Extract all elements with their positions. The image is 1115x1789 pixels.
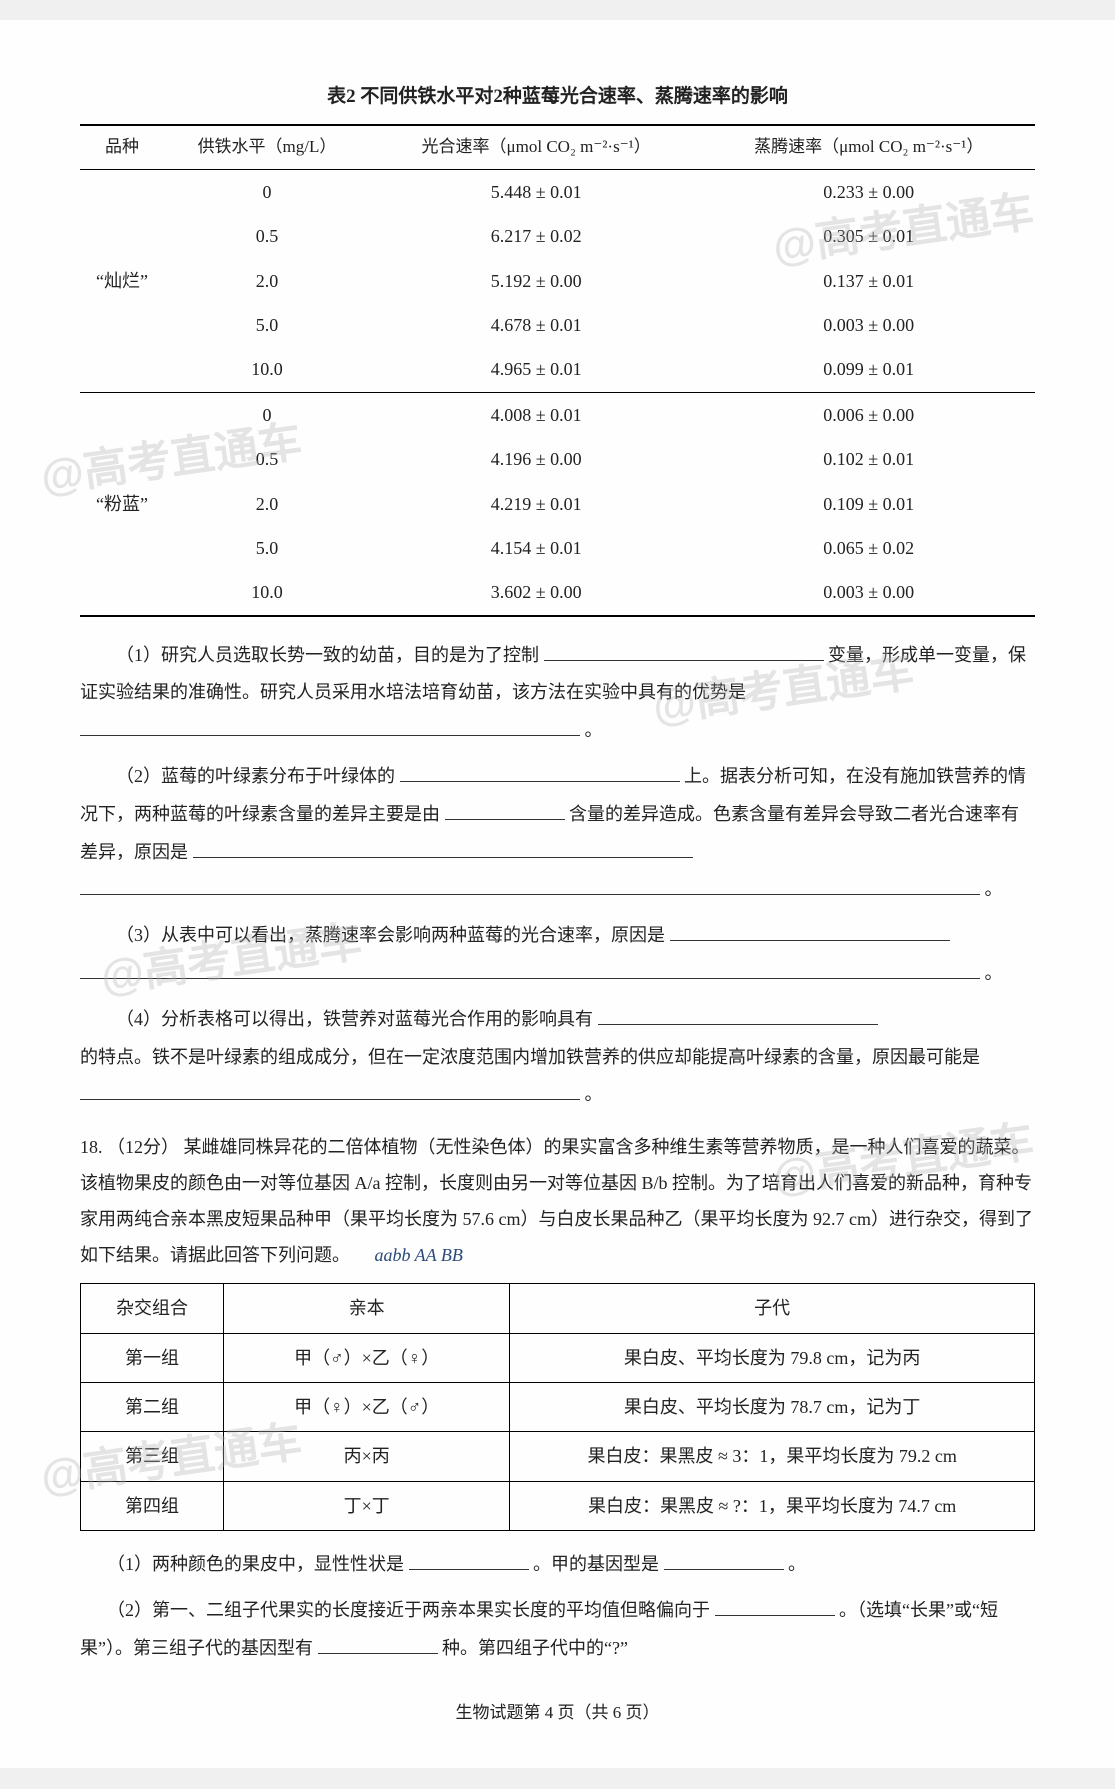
cross-group: 第二组 [81,1383,224,1432]
table-cell: 6.217 ± 0.02 [370,214,703,258]
q1-end: 。 [585,720,603,740]
cross-offspring: 果白皮：果黑皮 ≈ 3：1，果平均长度为 79.2 cm [510,1432,1035,1481]
table-cell: 2.0 [164,482,370,526]
q4: （4）分析表格可以得出，铁营养对蓝莓光合作用的影响具有 的特点。铁不是叶绿素的组… [80,1001,1035,1114]
q4-p1: （4）分析表格可以得出，铁营养对蓝莓光合作用的影响具有 [116,1009,593,1029]
blank [598,1003,878,1025]
table-cell: 10.0 [164,570,370,615]
q18-sub1-p2: 。甲的基因型是 [533,1554,659,1574]
q1-p1: （1）研究人员选取长势一致的幼苗，目的是为了控制 [116,645,539,665]
q3-p1: （3）从表中可以看出，蒸腾速率会影响两种蓝莓的光合速率，原因是 [116,925,665,945]
blank [193,836,693,858]
cross-parents: 丙×丙 [224,1432,510,1481]
cross-parents: 甲（♂）×乙（♀） [224,1333,510,1382]
th-offspring: 子代 [510,1284,1035,1333]
table-cell: 0.102 ± 0.01 [702,437,1035,481]
table-cell: 3.602 ± 0.00 [370,570,703,615]
q2: （2）蓝莓的叶绿素分布于叶绿体的 上。据表分析可知，在没有施加铁营养的情况下，两… [80,758,1035,909]
cross-group: 第三组 [81,1432,224,1481]
table-cell: 0.003 ± 0.00 [702,570,1035,615]
q3-end: 。 [985,963,1003,983]
q4-end: 。 [585,1084,603,1104]
q18-number: 18. [80,1137,103,1157]
table2-title: 表2 不同供铁水平对2种蓝莓光合速率、蒸腾速率的影响 [80,80,1035,114]
table-cell: 5.192 ± 0.00 [370,259,703,303]
q2-end: 。 [985,879,1003,899]
q18-sub2-p3: 种。第四组子代中的“?” [442,1638,628,1658]
th-variety: 品种 [80,125,164,169]
q18-sub2: （2）第一、二组子代果实的长度接近于两亲本果实长度的平均值但略偏向于 。（选填“… [80,1592,1035,1668]
table-cell: 0.5 [164,437,370,481]
cross-parents: 丁×丁 [224,1481,510,1530]
q4-p2: 的特点。铁不是叶绿素的组成成分，但在一定浓度范围内增加铁营养的供应却能提高叶绿素… [80,1047,980,1067]
table-cell: 0.003 ± 0.00 [702,303,1035,347]
table-cell: 4.219 ± 0.01 [370,482,703,526]
q18-sub1-p1: （1）两种颜色的果皮中，显性性状是 [107,1554,404,1574]
blank [664,1549,784,1571]
blank [409,1549,529,1571]
table-cell: 10.0 [164,347,370,392]
variety-name: “灿烂” [80,169,164,392]
th-parents: 亲本 [224,1284,510,1333]
blank [80,1079,580,1101]
table-cell: 5.0 [164,303,370,347]
cross-offspring: 果白皮、平均长度为 78.7 cm，记为丁 [510,1383,1035,1432]
q18-sub1: （1）两种颜色的果皮中，显性性状是 。甲的基因型是 。 [107,1546,1035,1584]
table-cell: 0 [164,392,370,437]
table-cell: 0 [164,169,370,214]
th-photo: 光合速率（μmol CO₂ m⁻²·s⁻¹） [370,125,703,169]
cross-group: 第四组 [81,1481,224,1530]
cross-offspring: 果白皮：果黑皮 ≈ ?：1，果平均长度为 74.7 cm [510,1481,1035,1530]
table-cell: 0.137 ± 0.01 [702,259,1035,303]
table-cell: 4.678 ± 0.01 [370,303,703,347]
table-cell: 0.109 ± 0.01 [702,482,1035,526]
variety-name: “粉蓝” [80,392,164,615]
blank [318,1632,438,1654]
q1: （1）研究人员选取长势一致的幼苗，目的是为了控制 变量，形成单一变量，保证实验结… [80,637,1035,750]
table-cell: 5.448 ± 0.01 [370,169,703,214]
blank [544,639,824,661]
table2: 品种 供铁水平（mg/L） 光合速率（μmol CO₂ m⁻²·s⁻¹） 蒸腾速… [80,124,1035,617]
blank [80,715,580,737]
cross-table: 杂交组合 亲本 子代 第一组甲（♂）×乙（♀）果白皮、平均长度为 79.8 cm… [80,1283,1035,1531]
blank [445,798,565,820]
table-cell: 4.196 ± 0.00 [370,437,703,481]
table-cell: 0.006 ± 0.00 [702,392,1035,437]
table-cell: 2.0 [164,259,370,303]
th-trans: 蒸腾速率（μmol CO₂ m⁻²·s⁻¹） [702,125,1035,169]
q18: 18. （12分） 某雌雄同株异花的二倍体植物（无性染色体）的果实富含多种维生素… [80,1129,1035,1273]
q18-sub1-end: 。 [788,1554,806,1574]
blank [715,1594,835,1616]
table-cell: 0.065 ± 0.02 [702,526,1035,570]
table-cell: 5.0 [164,526,370,570]
q3: （3）从表中可以看出，蒸腾速率会影响两种蓝莓的光合速率，原因是 。 [80,917,1035,993]
blank [80,874,980,896]
q18-intro-text: 某雌雄同株异花的二倍体植物（无性染色体）的果实富含多种维生素等营养物质，是一种人… [80,1137,1033,1265]
th-group: 杂交组合 [81,1284,224,1333]
table-cell: 0.305 ± 0.01 [702,214,1035,258]
table-cell: 0.233 ± 0.00 [702,169,1035,214]
table-cell: 4.154 ± 0.01 [370,526,703,570]
q18-sub2-p1: （2）第一、二组子代果实的长度接近于两亲本果实长度的平均值但略偏向于 [107,1600,710,1620]
q2-p1: （2）蓝莓的叶绿素分布于叶绿体的 [116,766,395,786]
handwritten-note: aabb AA BB [375,1245,463,1265]
cross-offspring: 果白皮、平均长度为 79.8 cm，记为丙 [510,1333,1035,1382]
th-iron: 供铁水平（mg/L） [164,125,370,169]
table-cell: 4.008 ± 0.01 [370,392,703,437]
table-cell: 4.965 ± 0.01 [370,347,703,392]
cross-parents: 甲（♀）×乙（♂） [224,1383,510,1432]
q18-points: （12分） [107,1137,179,1157]
blank [400,760,680,782]
table-cell: 0.099 ± 0.01 [702,347,1035,392]
page-footer: 生物试题第 4 页（共 6 页） [80,1698,1035,1729]
cross-group: 第一组 [81,1333,224,1382]
blank [670,920,950,942]
blank [80,957,980,979]
table-cell: 0.5 [164,214,370,258]
